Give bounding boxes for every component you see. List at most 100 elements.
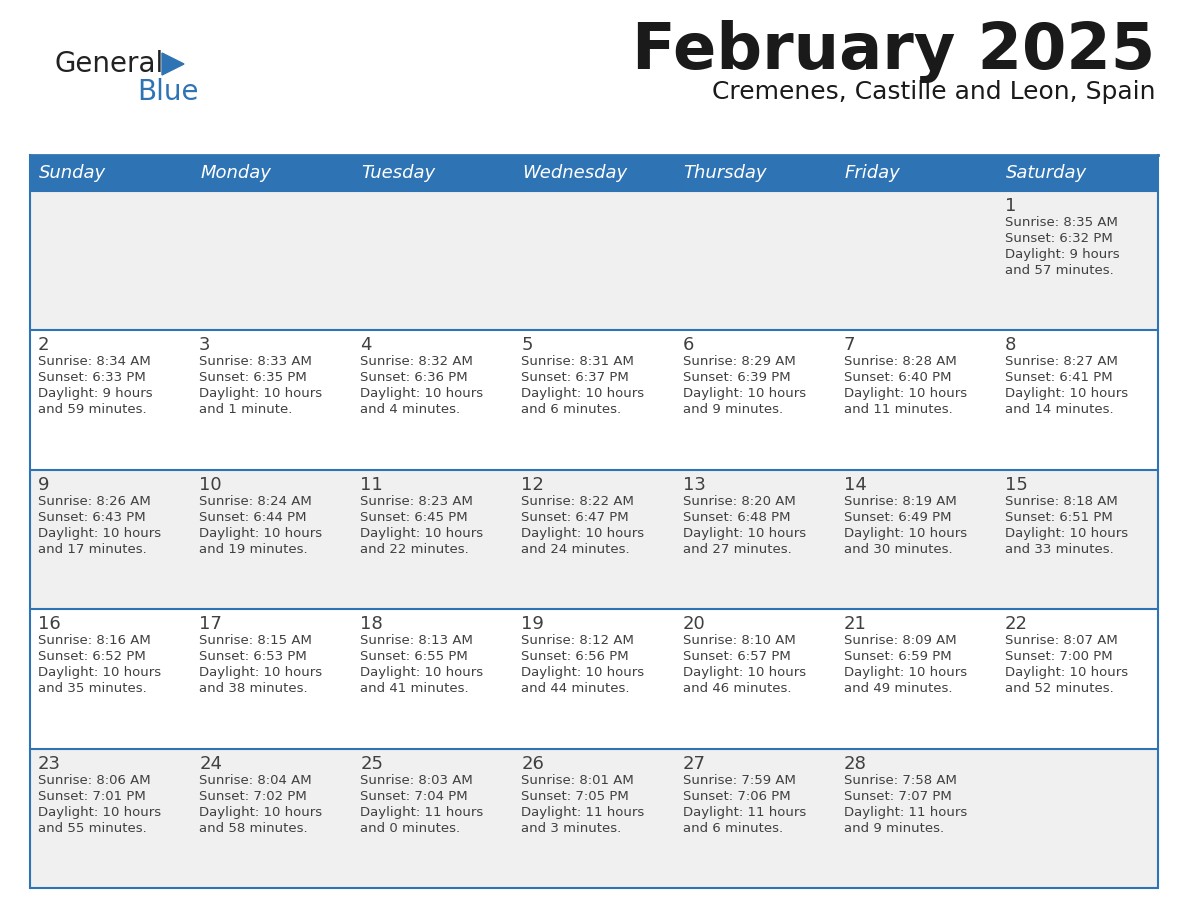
Text: Sunrise: 8:35 AM: Sunrise: 8:35 AM (1005, 216, 1118, 229)
Text: Daylight: 11 hours: Daylight: 11 hours (683, 806, 805, 819)
Text: Sunset: 6:39 PM: Sunset: 6:39 PM (683, 372, 790, 385)
Text: Daylight: 10 hours: Daylight: 10 hours (1005, 387, 1127, 400)
Text: 1: 1 (1005, 197, 1016, 215)
Text: Sunset: 6:56 PM: Sunset: 6:56 PM (522, 650, 630, 663)
Text: Daylight: 9 hours: Daylight: 9 hours (1005, 248, 1119, 261)
Text: Thursday: Thursday (683, 164, 767, 182)
Text: Sunrise: 8:01 AM: Sunrise: 8:01 AM (522, 774, 634, 787)
Text: and 27 minutes.: and 27 minutes. (683, 543, 791, 555)
Text: 20: 20 (683, 615, 706, 633)
Text: 10: 10 (200, 476, 222, 494)
Bar (30, 470, 1158, 610)
Text: Daylight: 10 hours: Daylight: 10 hours (1005, 666, 1127, 679)
Text: Sunset: 6:41 PM: Sunset: 6:41 PM (1005, 372, 1112, 385)
Text: 12: 12 (522, 476, 544, 494)
Text: 14: 14 (843, 476, 866, 494)
Text: and 38 minutes.: and 38 minutes. (200, 682, 308, 695)
Text: Daylight: 10 hours: Daylight: 10 hours (360, 387, 484, 400)
Text: Sunrise: 8:28 AM: Sunrise: 8:28 AM (843, 355, 956, 368)
Text: and 41 minutes.: and 41 minutes. (360, 682, 469, 695)
Text: and 17 minutes.: and 17 minutes. (38, 543, 147, 555)
Text: 15: 15 (1005, 476, 1028, 494)
Text: Sunrise: 8:33 AM: Sunrise: 8:33 AM (200, 355, 312, 368)
Text: Saturday: Saturday (1006, 164, 1087, 182)
Bar (30, 748, 1158, 888)
Text: Sunrise: 7:59 AM: Sunrise: 7:59 AM (683, 774, 796, 787)
Text: Sunset: 7:06 PM: Sunset: 7:06 PM (683, 789, 790, 802)
Text: Sunset: 7:07 PM: Sunset: 7:07 PM (843, 789, 952, 802)
Text: 22: 22 (1005, 615, 1028, 633)
Text: and 6 minutes.: and 6 minutes. (683, 822, 783, 834)
Text: Cremenes, Castille and Leon, Spain: Cremenes, Castille and Leon, Spain (712, 80, 1155, 104)
Text: and 44 minutes.: and 44 minutes. (522, 682, 630, 695)
Text: Sunset: 6:52 PM: Sunset: 6:52 PM (38, 650, 146, 663)
Text: Sunset: 7:05 PM: Sunset: 7:05 PM (522, 789, 630, 802)
Text: Daylight: 10 hours: Daylight: 10 hours (200, 527, 322, 540)
Text: 17: 17 (200, 615, 222, 633)
Text: 28: 28 (843, 755, 866, 773)
Text: Sunrise: 8:20 AM: Sunrise: 8:20 AM (683, 495, 795, 508)
Text: Daylight: 11 hours: Daylight: 11 hours (360, 806, 484, 819)
Text: Daylight: 10 hours: Daylight: 10 hours (38, 527, 162, 540)
Text: 16: 16 (38, 615, 61, 633)
Text: Daylight: 10 hours: Daylight: 10 hours (683, 387, 805, 400)
Bar (30, 191, 1158, 330)
Text: Daylight: 10 hours: Daylight: 10 hours (360, 527, 484, 540)
Text: 19: 19 (522, 615, 544, 633)
Bar (30, 610, 1158, 748)
Text: Sunrise: 8:18 AM: Sunrise: 8:18 AM (1005, 495, 1118, 508)
Text: Sunrise: 8:32 AM: Sunrise: 8:32 AM (360, 355, 473, 368)
Text: Daylight: 10 hours: Daylight: 10 hours (200, 387, 322, 400)
Text: 9: 9 (38, 476, 50, 494)
Text: Sunrise: 7:58 AM: Sunrise: 7:58 AM (843, 774, 956, 787)
Text: and 19 minutes.: and 19 minutes. (200, 543, 308, 555)
Text: and 52 minutes.: and 52 minutes. (1005, 682, 1113, 695)
Text: Sunset: 6:40 PM: Sunset: 6:40 PM (843, 372, 952, 385)
Text: 7: 7 (843, 336, 855, 354)
Text: General: General (55, 50, 164, 78)
Text: Sunrise: 8:03 AM: Sunrise: 8:03 AM (360, 774, 473, 787)
Text: 5: 5 (522, 336, 533, 354)
Text: and 35 minutes.: and 35 minutes. (38, 682, 147, 695)
Text: Daylight: 11 hours: Daylight: 11 hours (522, 806, 645, 819)
Text: Sunrise: 8:29 AM: Sunrise: 8:29 AM (683, 355, 795, 368)
Bar (30, 155, 1158, 191)
Polygon shape (162, 53, 184, 75)
Text: Sunrise: 8:31 AM: Sunrise: 8:31 AM (522, 355, 634, 368)
Text: Sunrise: 8:34 AM: Sunrise: 8:34 AM (38, 355, 151, 368)
Text: Sunrise: 8:24 AM: Sunrise: 8:24 AM (200, 495, 312, 508)
Text: and 49 minutes.: and 49 minutes. (843, 682, 953, 695)
Text: and 3 minutes.: and 3 minutes. (522, 822, 621, 834)
Text: Wednesday: Wednesday (523, 164, 627, 182)
Text: Sunset: 7:04 PM: Sunset: 7:04 PM (360, 789, 468, 802)
Text: Sunset: 6:43 PM: Sunset: 6:43 PM (38, 510, 146, 524)
Text: Sunrise: 8:22 AM: Sunrise: 8:22 AM (522, 495, 634, 508)
Text: 2: 2 (38, 336, 50, 354)
Text: 21: 21 (843, 615, 866, 633)
Text: Friday: Friday (845, 164, 901, 182)
Text: Daylight: 10 hours: Daylight: 10 hours (522, 666, 645, 679)
Text: Sunrise: 8:19 AM: Sunrise: 8:19 AM (843, 495, 956, 508)
Text: Daylight: 10 hours: Daylight: 10 hours (200, 806, 322, 819)
Text: and 1 minute.: and 1 minute. (200, 403, 292, 417)
Text: Sunrise: 8:15 AM: Sunrise: 8:15 AM (200, 634, 312, 647)
Text: February 2025: February 2025 (632, 20, 1155, 83)
Text: Sunset: 6:32 PM: Sunset: 6:32 PM (1005, 232, 1113, 245)
Text: and 57 minutes.: and 57 minutes. (1005, 264, 1113, 277)
Text: Sunset: 6:48 PM: Sunset: 6:48 PM (683, 510, 790, 524)
Text: 25: 25 (360, 755, 384, 773)
Text: 3: 3 (200, 336, 210, 354)
Text: Daylight: 10 hours: Daylight: 10 hours (843, 387, 967, 400)
Text: and 6 minutes.: and 6 minutes. (522, 403, 621, 417)
Text: Sunrise: 8:26 AM: Sunrise: 8:26 AM (38, 495, 151, 508)
Text: and 11 minutes.: and 11 minutes. (843, 403, 953, 417)
Text: 27: 27 (683, 755, 706, 773)
Bar (30, 330, 1158, 470)
Text: Sunset: 6:33 PM: Sunset: 6:33 PM (38, 372, 146, 385)
Text: Sunset: 7:01 PM: Sunset: 7:01 PM (38, 789, 146, 802)
Text: and 33 minutes.: and 33 minutes. (1005, 543, 1113, 555)
Text: and 59 minutes.: and 59 minutes. (38, 403, 146, 417)
Text: Sunrise: 8:12 AM: Sunrise: 8:12 AM (522, 634, 634, 647)
Text: and 55 minutes.: and 55 minutes. (38, 822, 147, 834)
Text: and 0 minutes.: and 0 minutes. (360, 822, 461, 834)
